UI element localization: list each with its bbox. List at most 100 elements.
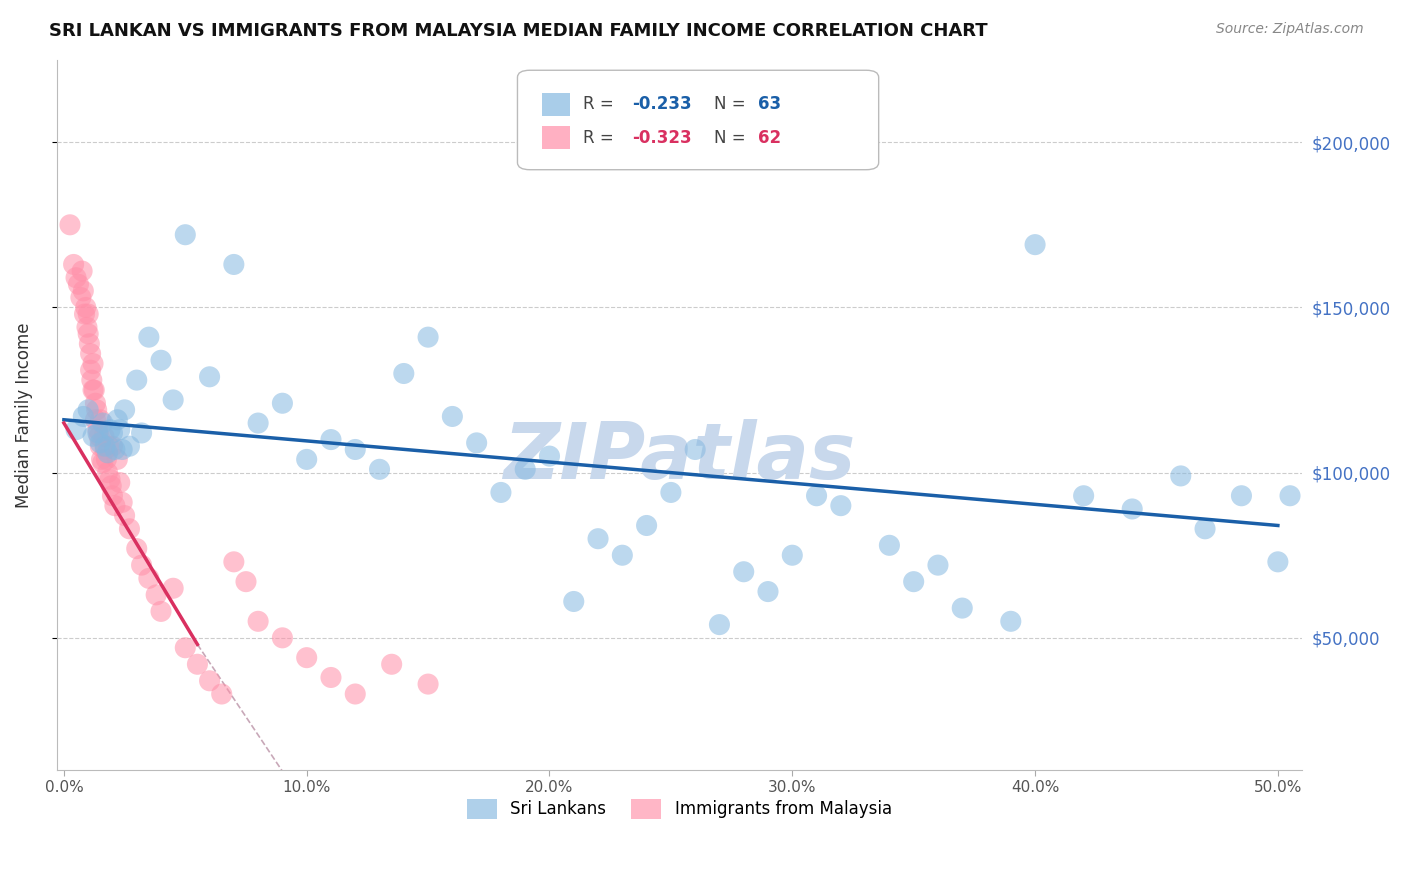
Point bbox=[1073, 489, 1095, 503]
Point bbox=[72, 409, 94, 424]
Text: SRI LANKAN VS IMMIGRANTS FROM MALAYSIA MEDIAN FAMILY INCOME CORRELATION CHART: SRI LANKAN VS IMMIGRANTS FROM MALAYSIA M… bbox=[49, 22, 988, 40]
Point bbox=[76, 320, 98, 334]
Point bbox=[1121, 502, 1143, 516]
Point bbox=[87, 423, 110, 437]
Point bbox=[77, 402, 100, 417]
Text: R =: R = bbox=[583, 95, 620, 113]
Point bbox=[416, 330, 439, 344]
Point bbox=[75, 301, 97, 315]
Point bbox=[174, 227, 197, 242]
Point bbox=[235, 574, 257, 589]
Point bbox=[131, 425, 153, 440]
Point bbox=[79, 336, 101, 351]
Point bbox=[174, 640, 197, 655]
Point bbox=[683, 442, 706, 457]
Point bbox=[416, 677, 439, 691]
Point bbox=[80, 373, 103, 387]
Point bbox=[105, 452, 128, 467]
Point bbox=[79, 363, 101, 377]
Point bbox=[94, 439, 117, 453]
Point bbox=[87, 429, 110, 443]
Point bbox=[125, 541, 148, 556]
Point bbox=[441, 409, 464, 424]
Point bbox=[138, 330, 160, 344]
Point bbox=[83, 383, 105, 397]
Text: ZIPatlas: ZIPatlas bbox=[503, 419, 855, 495]
Point bbox=[806, 489, 828, 503]
Point bbox=[830, 499, 852, 513]
Point bbox=[538, 449, 561, 463]
Point bbox=[98, 423, 121, 437]
Point bbox=[138, 571, 160, 585]
Point bbox=[1279, 489, 1302, 503]
Point bbox=[1194, 522, 1216, 536]
Point bbox=[612, 548, 634, 562]
Point bbox=[271, 396, 294, 410]
Point bbox=[756, 584, 779, 599]
Point bbox=[344, 442, 367, 457]
Point bbox=[93, 429, 115, 443]
Point bbox=[162, 392, 184, 407]
Y-axis label: Median Family Income: Median Family Income bbox=[15, 322, 32, 508]
Point bbox=[271, 631, 294, 645]
Point bbox=[368, 462, 391, 476]
Point bbox=[100, 479, 122, 493]
FancyBboxPatch shape bbox=[543, 93, 569, 116]
Point bbox=[319, 671, 342, 685]
Point bbox=[114, 508, 136, 523]
Point bbox=[91, 456, 114, 470]
Point bbox=[636, 518, 658, 533]
Point bbox=[1267, 555, 1289, 569]
Point bbox=[82, 383, 104, 397]
Point bbox=[586, 532, 609, 546]
Point bbox=[87, 425, 110, 440]
Point bbox=[91, 416, 114, 430]
Point bbox=[903, 574, 925, 589]
Point bbox=[70, 291, 93, 305]
Point bbox=[489, 485, 512, 500]
Point bbox=[162, 581, 184, 595]
Point bbox=[97, 446, 120, 460]
Point bbox=[111, 442, 134, 457]
Text: -0.323: -0.323 bbox=[633, 128, 692, 147]
FancyBboxPatch shape bbox=[517, 70, 879, 169]
Point bbox=[89, 413, 111, 427]
Point bbox=[73, 307, 96, 321]
Point bbox=[1170, 469, 1192, 483]
Point bbox=[381, 657, 404, 672]
Point bbox=[709, 617, 731, 632]
Point bbox=[86, 402, 108, 417]
Point bbox=[96, 452, 118, 467]
Point bbox=[118, 522, 141, 536]
Point bbox=[89, 436, 111, 450]
Point bbox=[72, 284, 94, 298]
Text: 63: 63 bbox=[758, 95, 780, 113]
Legend: Sri Lankans, Immigrants from Malaysia: Sri Lankans, Immigrants from Malaysia bbox=[460, 792, 898, 826]
Text: 62: 62 bbox=[758, 128, 780, 147]
Point bbox=[150, 353, 173, 368]
Point bbox=[950, 601, 973, 615]
Point bbox=[82, 357, 104, 371]
Point bbox=[515, 462, 537, 476]
Point bbox=[879, 538, 901, 552]
Point bbox=[211, 687, 233, 701]
Point bbox=[101, 489, 124, 503]
Point bbox=[67, 277, 90, 292]
Point bbox=[344, 687, 367, 701]
Point bbox=[65, 270, 87, 285]
Text: Source: ZipAtlas.com: Source: ZipAtlas.com bbox=[1216, 22, 1364, 37]
Point bbox=[108, 475, 131, 490]
Point bbox=[465, 436, 488, 450]
FancyBboxPatch shape bbox=[543, 127, 569, 149]
Point bbox=[65, 423, 87, 437]
Point bbox=[198, 369, 221, 384]
Point bbox=[70, 264, 93, 278]
Point bbox=[150, 604, 173, 618]
Point bbox=[59, 218, 82, 232]
Point bbox=[222, 555, 245, 569]
Point bbox=[90, 452, 112, 467]
Point bbox=[62, 257, 84, 271]
Point bbox=[77, 326, 100, 341]
Point bbox=[733, 565, 755, 579]
Point bbox=[222, 257, 245, 271]
